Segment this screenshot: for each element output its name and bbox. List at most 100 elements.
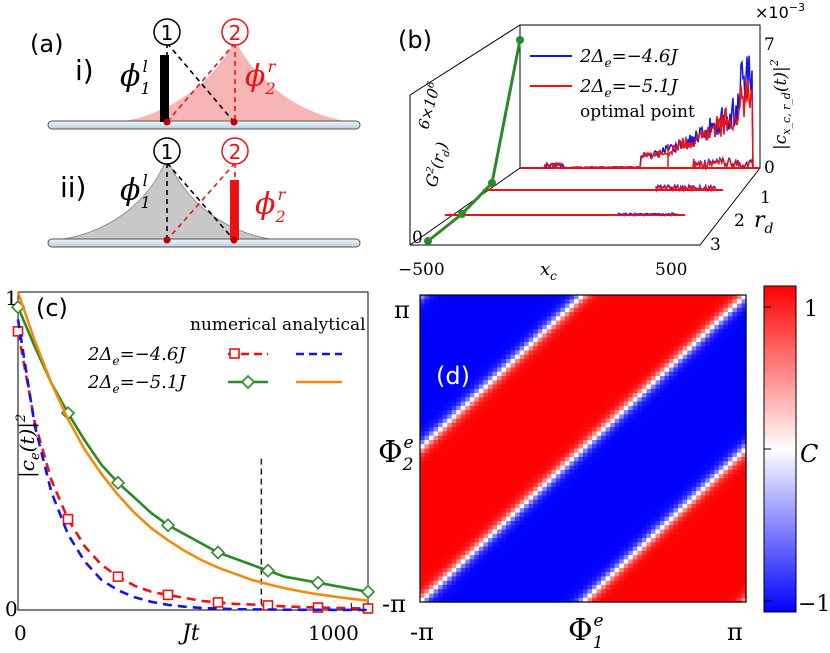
heatmap-cell: [687, 495, 693, 501]
heatmap-cell: [705, 461, 711, 467]
heatmap-cell: [460, 329, 466, 334]
heatmap-cell: [460, 405, 466, 411]
heatmap-cell: [587, 508, 593, 514]
heatmap-cell: [487, 580, 494, 586]
heatmap-cell: [687, 427, 693, 433]
heatmap-cell: [451, 384, 457, 390]
heatmap-cell: [546, 550, 552, 556]
heatmap-cell: [474, 474, 480, 479]
heatmap-cell: [637, 299, 643, 305]
heatmap-cell: [447, 431, 453, 437]
heatmap-cell: [496, 346, 503, 352]
heatmap-cell: [474, 486, 480, 492]
heatmap-cell: [528, 299, 534, 305]
heatmap-cell: [456, 474, 462, 479]
heatmap-cell: [533, 512, 539, 518]
heatmap-cell: [560, 516, 566, 522]
heatmap-cell: [637, 593, 643, 599]
heatmap-cell: [700, 457, 706, 462]
heatmap-cell: [478, 461, 484, 467]
heatmap-cell: [569, 555, 575, 560]
heatmap-cell: [605, 354, 611, 360]
heatmap-cell: [564, 363, 571, 369]
heatmap-cell: [551, 312, 557, 317]
heatmap-cell: [569, 295, 575, 300]
heatmap-cell: [596, 563, 602, 569]
legend-c-entry-1: 2Δe=−4.6J: [87, 344, 187, 368]
heatmap-cell: [705, 427, 711, 433]
heatmap-cell: [709, 431, 715, 437]
heatmap-cell: [569, 448, 575, 454]
heatmap-cell: [714, 295, 720, 300]
heatmap-cell: [596, 393, 602, 398]
heatmap-cell: [691, 431, 697, 437]
heatmap-cell: [641, 474, 647, 479]
heatmap-cell: [542, 371, 548, 377]
heatmap-cell: [501, 350, 507, 356]
heatmap-cell: [510, 333, 516, 339]
heatmap-cell: [573, 418, 580, 424]
heatmap-cell: [632, 414, 638, 420]
heatmap-cell: [673, 597, 679, 603]
heatmap-cell: [718, 597, 724, 603]
heatmap-cell: [587, 491, 593, 496]
heatmap-cell: [555, 363, 561, 369]
heatmap-cell: [691, 538, 697, 543]
heatmap-cell: [691, 465, 697, 471]
heatmap-cell: [429, 555, 435, 560]
heatmap-cell: [510, 559, 516, 565]
heatmap-cell: [433, 422, 439, 428]
heatmap-cell: [637, 482, 643, 488]
heatmap-cell: [510, 465, 516, 471]
heatmap-cell: [546, 580, 552, 586]
heatmap-cell: [515, 478, 521, 484]
heatmap-cell: [519, 439, 525, 445]
heatmap-cell: [614, 414, 620, 420]
heatmap-cell: [551, 320, 557, 326]
heatmap-cell: [506, 520, 512, 526]
heatmap-cell: [696, 465, 702, 471]
heatmap-cell: [619, 299, 625, 305]
heatmap-cell: [438, 346, 444, 352]
heatmap-cell: [506, 435, 512, 441]
heatmap-cell: [519, 576, 525, 582]
heatmap-cell: [438, 401, 444, 407]
heatmap-cell: [542, 329, 548, 334]
heatmap-cell: [637, 516, 643, 522]
heatmap-cell: [569, 410, 575, 415]
heatmap-cell: [506, 307, 512, 313]
heatmap-cell: [524, 333, 530, 339]
heatmap-cell: [483, 597, 489, 603]
heatmap-cell: [587, 388, 593, 394]
heatmap-cell: [587, 307, 593, 313]
heatmap-cell: [465, 597, 471, 603]
heatmap-cell: [637, 371, 643, 377]
heatmap-cell: [596, 567, 602, 573]
heatmap-cell: [669, 329, 675, 334]
heatmap-cell: [700, 452, 706, 458]
heatmap-cell: [451, 525, 457, 531]
heatmap-cell: [637, 422, 643, 428]
heatmap-cell: [438, 469, 444, 475]
heatmap-cell: [451, 376, 457, 381]
heatmap-cell: [632, 559, 638, 565]
heatmap-cell: [533, 358, 539, 364]
heatmap-cell: [483, 546, 489, 552]
heatmap-cell: [519, 448, 525, 454]
heatmap-cell: [592, 503, 598, 509]
heatmap-cell: [687, 457, 693, 462]
heatmap-cell: [474, 337, 480, 343]
heatmap-cell: [610, 295, 616, 300]
heatmap-cell: [465, 376, 471, 381]
heatmap-cell: [533, 312, 539, 317]
heatmap-cell: [619, 354, 625, 360]
heatmap-cell: [483, 329, 489, 334]
heatmap-cell: [420, 295, 426, 300]
heatmap-cell: [569, 550, 575, 556]
heatmap-cell: [682, 439, 688, 445]
heatmap-cell: [687, 550, 693, 556]
heatmap-cell: [637, 448, 643, 454]
heatmap-cell: [519, 363, 525, 369]
heatmap-cell: [433, 567, 439, 573]
heatmap-cell: [691, 422, 697, 428]
